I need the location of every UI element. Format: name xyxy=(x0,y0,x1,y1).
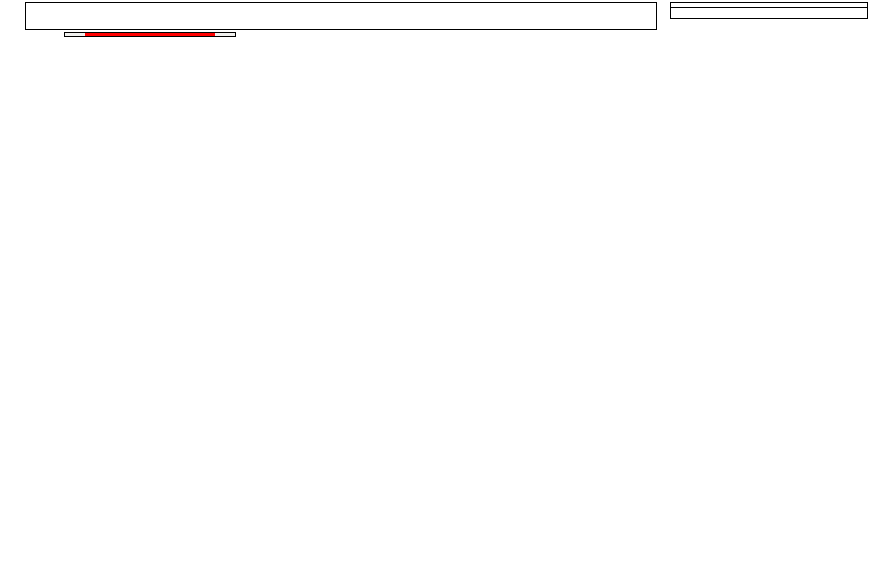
colorbar xyxy=(805,150,831,480)
heatmap-canvas xyxy=(64,32,364,182)
stats-box xyxy=(670,2,868,19)
colorbar-canvas xyxy=(805,150,831,480)
chart-title xyxy=(25,2,657,30)
fit-legend xyxy=(64,32,236,37)
stats-rmsy xyxy=(671,16,867,18)
legend-line-sample xyxy=(85,33,215,36)
plot-area xyxy=(64,32,792,522)
